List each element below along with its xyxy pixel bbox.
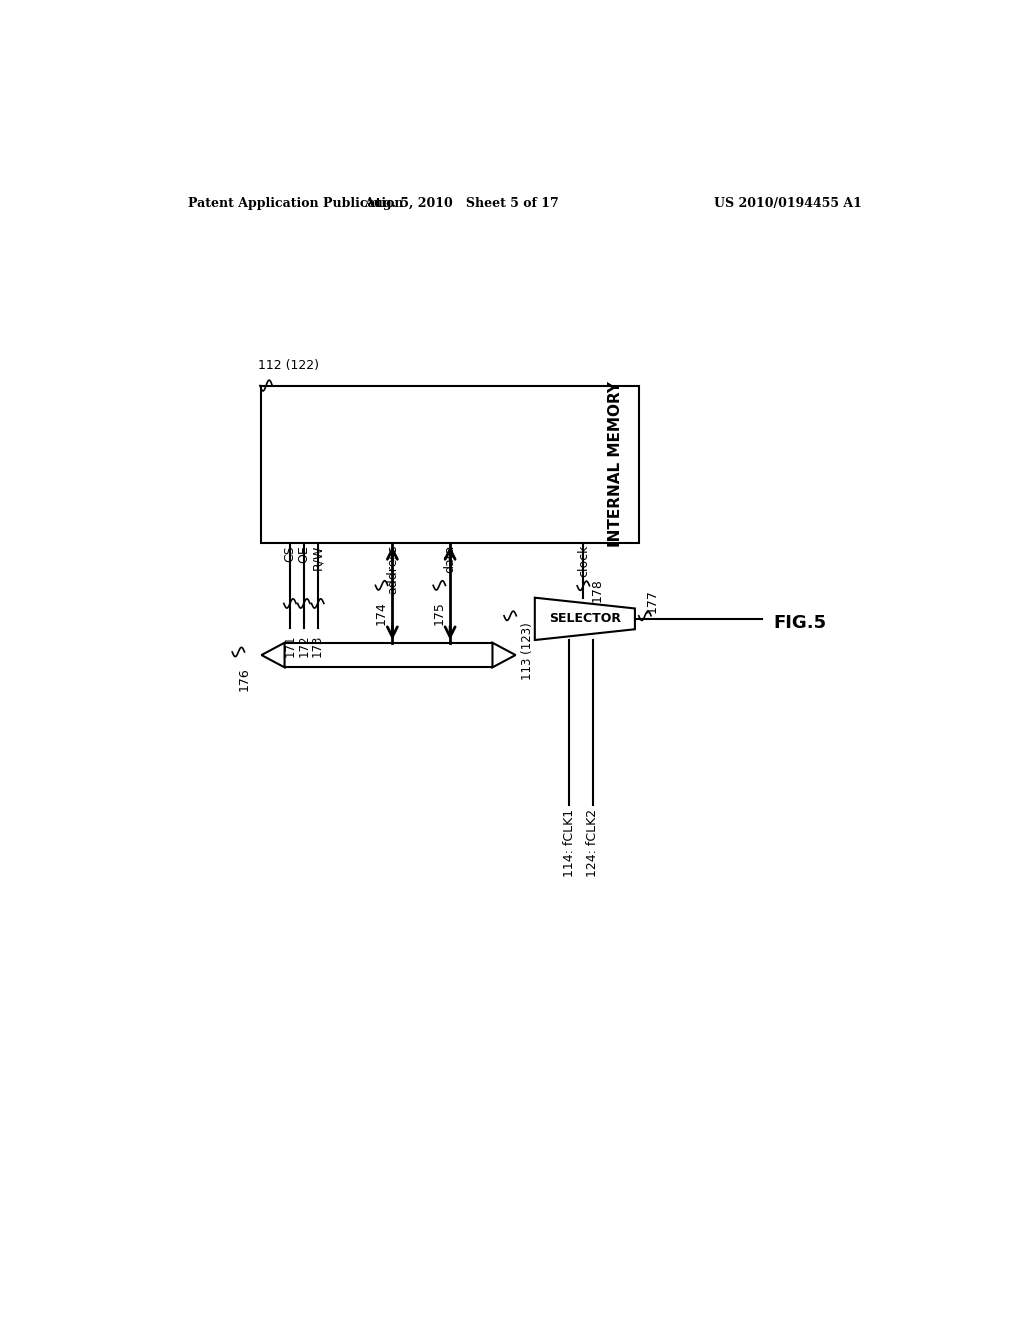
Text: 124: fCLK2: 124: fCLK2	[586, 809, 599, 878]
Polygon shape	[261, 643, 285, 668]
Bar	[261, 385, 639, 544]
Text: R/W: R/W	[311, 545, 325, 570]
Text: 172: 172	[297, 635, 310, 657]
Text: 113 (123): 113 (123)	[520, 623, 534, 681]
Text: INTERNAL MEMORY: INTERNAL MEMORY	[608, 381, 624, 548]
Text: US 2010/0194455 A1: US 2010/0194455 A1	[714, 197, 862, 210]
Text: FIG.5: FIG.5	[773, 614, 826, 632]
Text: 112 (122): 112 (122)	[258, 359, 318, 372]
Text: OE: OE	[297, 545, 310, 562]
Text: address: address	[386, 545, 399, 594]
Text: 176: 176	[238, 668, 251, 692]
Text: data: data	[443, 545, 457, 573]
Text: SELECTOR: SELECTOR	[549, 612, 621, 626]
Text: 177: 177	[646, 589, 658, 612]
Polygon shape	[493, 643, 515, 668]
Text: CS: CS	[284, 545, 297, 562]
Text: 174: 174	[375, 601, 388, 624]
Text: 178: 178	[591, 578, 604, 602]
Text: Aug. 5, 2010   Sheet 5 of 17: Aug. 5, 2010 Sheet 5 of 17	[365, 197, 559, 210]
Text: 175: 175	[433, 601, 445, 624]
Polygon shape	[535, 598, 635, 640]
Text: 171: 171	[284, 635, 297, 657]
Text: 114: fCLK1: 114: fCLK1	[563, 809, 575, 878]
Text: 173: 173	[311, 635, 325, 656]
Text: Patent Application Publication: Patent Application Publication	[188, 197, 403, 210]
Text: clock: clock	[577, 545, 590, 577]
